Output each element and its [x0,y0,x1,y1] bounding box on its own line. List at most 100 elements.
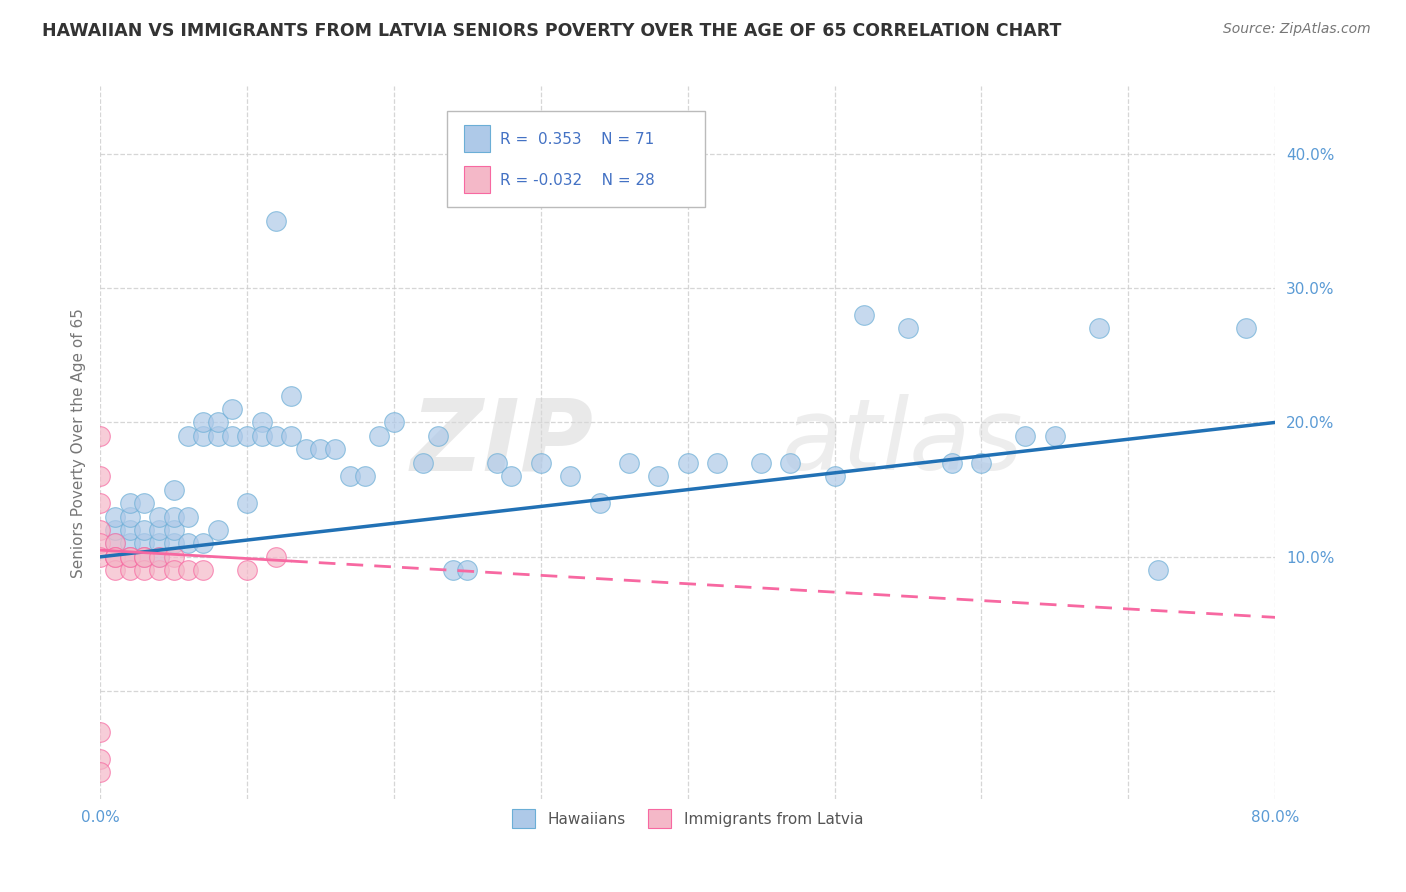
Point [617,456,640,470]
Text: R =  0.353    N = 71: R = 0.353 N = 71 [499,132,654,147]
Point [118,523,141,537]
Point [104,549,127,564]
Point [89,751,111,765]
Point [148,549,170,564]
Point [177,536,200,550]
Point [647,469,669,483]
Point [148,536,170,550]
Point [104,549,127,564]
Bar [464,125,491,153]
Text: ZIP: ZIP [411,394,593,491]
Point [118,549,141,564]
Point [353,469,375,483]
Point [162,549,184,564]
Point [485,456,508,470]
Point [118,496,141,510]
Point [118,536,141,550]
Legend: Hawaiians, Immigrants from Latvia: Hawaiians, Immigrants from Latvia [506,803,869,834]
Point [250,429,273,443]
Point [779,456,801,470]
Point [294,442,316,457]
Point [676,456,699,470]
Point [104,536,127,550]
Point [207,429,229,443]
Point [1043,429,1066,443]
Point [236,429,259,443]
Point [236,496,259,510]
Point [134,549,156,564]
Point [104,509,127,524]
Point [104,523,127,537]
Point [134,563,156,577]
Text: HAWAIIAN VS IMMIGRANTS FROM LATVIA SENIORS POVERTY OVER THE AGE OF 65 CORRELATIO: HAWAIIAN VS IMMIGRANTS FROM LATVIA SENIO… [42,22,1062,40]
Point [148,509,170,524]
FancyBboxPatch shape [447,112,706,208]
Point [134,536,156,550]
Point [177,563,200,577]
Point [148,523,170,537]
Point [1234,321,1257,335]
Point [191,536,214,550]
Point [221,402,243,417]
Point [412,456,434,470]
Point [941,456,963,470]
Point [104,549,127,564]
Text: Source: ZipAtlas.com: Source: ZipAtlas.com [1223,22,1371,37]
Point [323,442,346,457]
Point [207,523,229,537]
Point [134,549,156,564]
Point [89,549,111,564]
Point [162,523,184,537]
Point [118,563,141,577]
Point [382,416,405,430]
Point [89,764,111,779]
Text: atlas: atlas [782,394,1024,491]
Point [1014,429,1036,443]
Point [588,496,610,510]
Point [339,469,361,483]
Point [266,429,288,443]
Point [89,536,111,550]
Point [148,549,170,564]
Point [824,469,846,483]
Point [706,456,728,470]
Point [148,563,170,577]
Point [368,429,391,443]
Bar [464,166,491,194]
Point [749,456,772,470]
Y-axis label: Seniors Poverty Over the Age of 65: Seniors Poverty Over the Age of 65 [72,308,86,577]
Point [162,509,184,524]
Point [104,536,127,550]
Point [560,469,582,483]
Point [191,563,214,577]
Point [897,321,920,335]
Point [221,429,243,443]
Point [162,483,184,497]
Point [266,214,288,228]
Point [89,724,111,739]
Point [441,563,464,577]
Point [118,549,141,564]
Point [104,563,127,577]
Point [134,496,156,510]
Point [162,536,184,550]
Point [89,496,111,510]
Text: R = -0.032    N = 28: R = -0.032 N = 28 [499,173,654,188]
Point [89,523,111,537]
Point [207,416,229,430]
Point [426,429,449,443]
Point [118,549,141,564]
Point [191,429,214,443]
Point [250,416,273,430]
Point [177,509,200,524]
Point [456,563,478,577]
Point [191,416,214,430]
Point [89,429,111,443]
Point [970,456,993,470]
Point [266,549,288,564]
Point [118,509,141,524]
Point [134,549,156,564]
Point [280,429,302,443]
Point [309,442,332,457]
Point [1146,563,1168,577]
